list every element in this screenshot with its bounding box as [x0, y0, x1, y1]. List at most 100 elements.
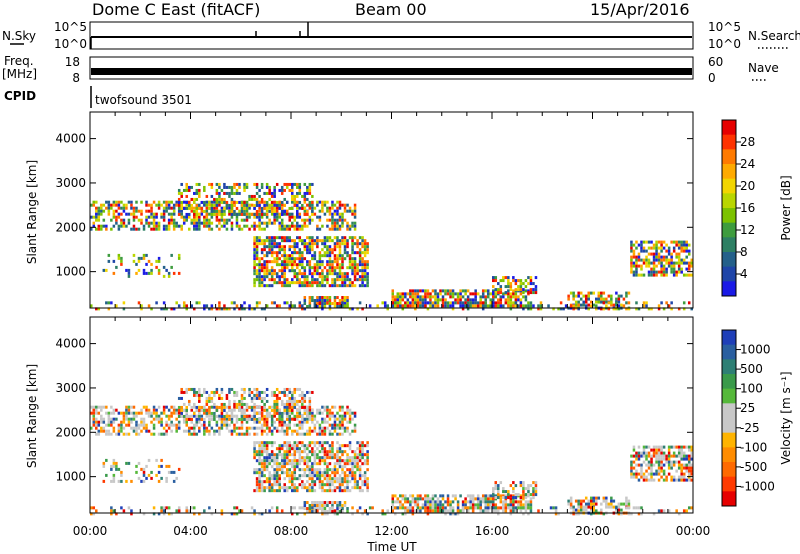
- data-cell: [486, 506, 490, 510]
- data-cell: [167, 206, 171, 210]
- data-cell: [662, 451, 666, 455]
- data-cell: [670, 463, 673, 467]
- data-cell: [326, 468, 329, 472]
- data-cell: [429, 509, 432, 513]
- data-cell: [351, 212, 354, 216]
- data-cell: [459, 494, 462, 498]
- beam-label: Beam 00: [355, 0, 427, 19]
- data-cell: [311, 200, 314, 204]
- data-cell: [502, 295, 505, 299]
- data-cell: [635, 307, 638, 311]
- data-cell: [147, 203, 151, 207]
- data-cell: [361, 257, 364, 261]
- data-cell: [137, 259, 141, 263]
- data-cell: [233, 209, 236, 213]
- data-cell: [273, 405, 276, 409]
- data-cell: [293, 224, 297, 228]
- data-cell: [132, 259, 136, 263]
- data-cell: [298, 399, 302, 403]
- data-cell: [336, 239, 339, 243]
- data-cell: [572, 294, 575, 298]
- data-cell: [419, 295, 422, 299]
- data-cell: [497, 493, 500, 497]
- data-cell: [667, 457, 671, 461]
- data-cell: [617, 300, 621, 304]
- data-cell: [479, 509, 482, 513]
- data-cell: [238, 200, 241, 204]
- data-cell: [210, 396, 214, 400]
- data-cell: [90, 215, 93, 219]
- data-cell: [268, 477, 271, 481]
- data-cell: [316, 299, 319, 303]
- data-cell: [587, 499, 590, 503]
- data-cell: [263, 489, 266, 493]
- data-cell: [492, 493, 495, 497]
- data-cell: [404, 494, 407, 498]
- data-cell: [291, 447, 294, 451]
- data-cell: [233, 408, 236, 412]
- data-cell: [215, 191, 219, 195]
- data-cell: [479, 503, 482, 507]
- data-cell: [243, 390, 246, 394]
- data-cell: [331, 501, 334, 505]
- data-cell: [210, 399, 214, 403]
- data-cell: [326, 206, 329, 210]
- data-cell: [622, 304, 626, 308]
- data-cell: [193, 307, 196, 311]
- data-cell: [311, 417, 314, 421]
- data-cell: [492, 298, 495, 302]
- data-cell: [348, 284, 352, 288]
- data-cell: [255, 263, 259, 267]
- data-cell: [471, 509, 475, 513]
- data-cell: [409, 301, 412, 305]
- data-cell: [672, 454, 676, 458]
- data-cell: [338, 227, 342, 231]
- data-cell: [311, 203, 314, 207]
- data-cell: [177, 506, 181, 510]
- data-cell: [665, 258, 668, 262]
- data-cell: [366, 281, 369, 285]
- data-cell: [328, 239, 332, 243]
- data-cell: [253, 396, 256, 400]
- data-cell: [253, 224, 256, 228]
- data-cell: [361, 269, 364, 273]
- data-cell: [411, 506, 415, 510]
- data-cell: [301, 242, 304, 246]
- data-cell: [429, 506, 432, 510]
- data-cell: [210, 417, 214, 421]
- data-cell: [291, 185, 294, 189]
- data-cell: [328, 423, 332, 427]
- data-cell: [338, 284, 342, 288]
- data-cell: [677, 264, 681, 268]
- data-cell: [647, 252, 651, 256]
- data-cell: [690, 264, 693, 268]
- data-cell: [280, 444, 284, 448]
- data-cell: [291, 444, 294, 448]
- data-cell: [492, 487, 495, 491]
- data-cell: [213, 417, 216, 421]
- data-cell: [170, 307, 173, 311]
- data-cell: [326, 480, 329, 484]
- data-cell: [263, 462, 266, 466]
- data-cell: [343, 296, 347, 300]
- data-cell: [356, 465, 359, 469]
- data-cell: [411, 289, 415, 293]
- data-cell: [547, 304, 550, 308]
- data-cell: [240, 411, 244, 415]
- data-cell: [285, 209, 289, 213]
- data-cell: [612, 499, 616, 503]
- data-cell: [280, 390, 284, 394]
- data-cell: [102, 461, 106, 465]
- data-cell: [95, 218, 98, 222]
- data-cell: [406, 298, 410, 302]
- data-cell: [328, 408, 332, 412]
- data-cell: [424, 295, 427, 299]
- data-cell: [502, 503, 505, 507]
- data-cell: [306, 390, 309, 394]
- data-cell: [258, 477, 261, 481]
- data-cell: [263, 402, 266, 406]
- data-cell: [250, 203, 254, 207]
- data-cell: [115, 304, 118, 308]
- data-cell: [285, 459, 289, 463]
- data-cell: [288, 450, 291, 454]
